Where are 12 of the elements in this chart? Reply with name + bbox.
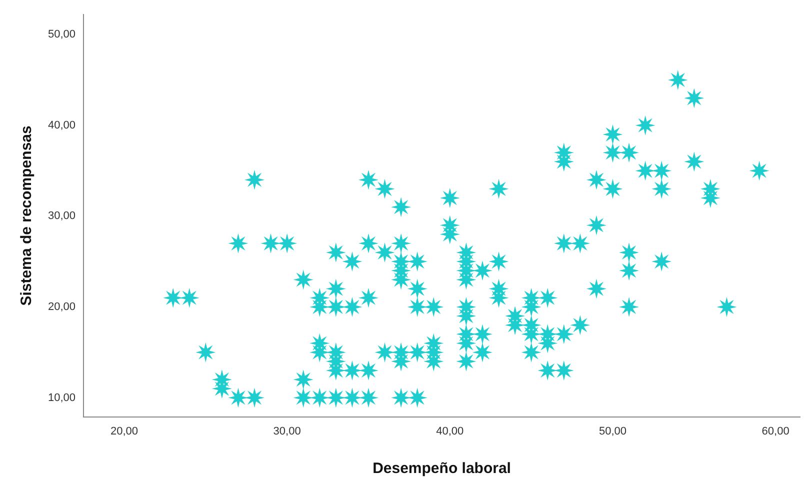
- x-tick-label: 40,00: [436, 425, 464, 438]
- x-axis-title: Desempeño laboral: [372, 460, 511, 478]
- x-tick-label: 60,00: [762, 425, 790, 438]
- x-tick-label: 50,00: [598, 425, 627, 438]
- y-tick-label: 40,00: [48, 119, 76, 132]
- y-tick-label: 10,00: [48, 392, 76, 404]
- x-tick-label: 20,00: [110, 425, 138, 438]
- y-tick-label: 20,00: [48, 300, 76, 313]
- y-axis-title: Sistema de recompensas: [18, 126, 36, 306]
- y-tick-label: 30,00: [48, 210, 76, 222]
- y-tick-label: 50,00: [48, 28, 76, 41]
- x-tick-label: 30,00: [273, 425, 301, 438]
